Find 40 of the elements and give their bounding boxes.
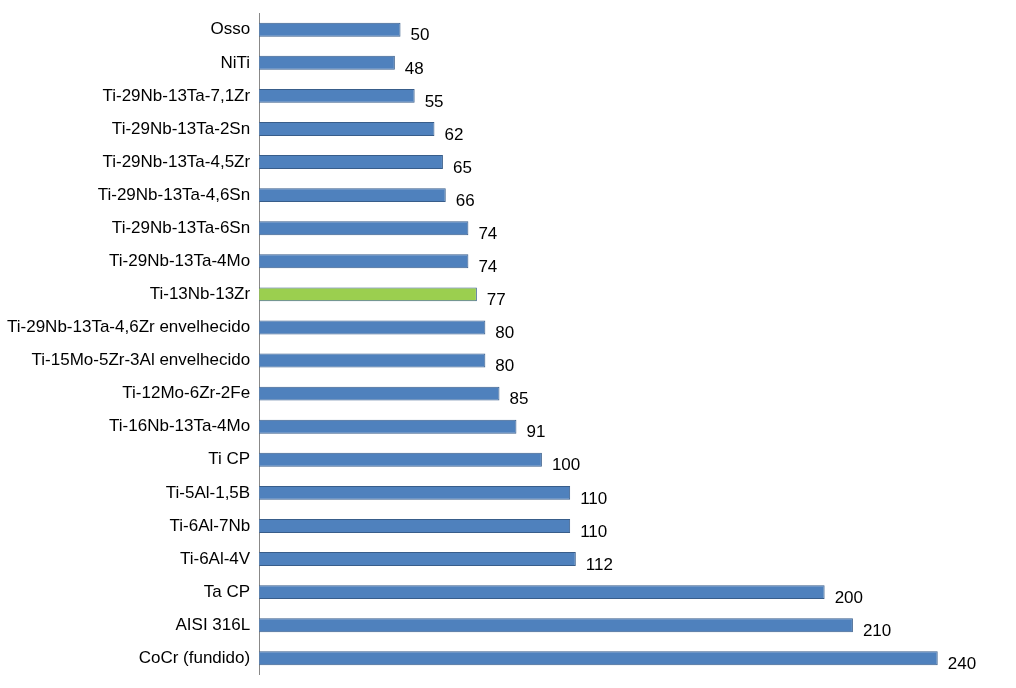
y-tick-label: Ti CP xyxy=(208,449,251,469)
data-label: 55 xyxy=(424,91,444,111)
data-label: 50 xyxy=(410,25,430,45)
data-label: 80 xyxy=(495,323,515,343)
data-label: 66 xyxy=(455,190,475,210)
data-label: 210 xyxy=(862,620,892,640)
data-label: 74 xyxy=(478,256,498,276)
y-tick-label: Ti-29Nb-13Ta-7,1Zr xyxy=(102,85,251,105)
data-label: 74 xyxy=(478,223,498,243)
y-tick-label: Ti-5Al-1,5B xyxy=(165,482,251,502)
y-tick-label: AISI 316L xyxy=(175,614,251,634)
data-label: 100 xyxy=(551,455,581,475)
y-tick-label: Ti-6Al-4V xyxy=(179,548,251,568)
data-label: 110 xyxy=(580,488,608,508)
data-label: 62 xyxy=(444,124,464,144)
y-tick-label: Ti-13Nb-13Zr xyxy=(149,284,251,304)
data-label: 65 xyxy=(452,157,472,177)
y-tick-label: NiTi xyxy=(220,52,251,72)
data-label: 80 xyxy=(495,356,515,376)
data-label: 112 xyxy=(585,554,613,574)
y-tick-label: Ti-6Al-7Nb xyxy=(169,515,251,535)
data-label: 91 xyxy=(526,422,546,442)
data-label: 110 xyxy=(580,521,608,541)
data-label: 200 xyxy=(834,587,864,607)
data-label: 240 xyxy=(947,653,977,673)
y-tick-label: Osso xyxy=(210,19,251,39)
y-tick-label: Ti-29Nb-13Ta-4,6Sn xyxy=(97,184,251,204)
y-tick-label: Ti-12Mo-6Zr-2Fe xyxy=(122,383,251,403)
data-label: 85 xyxy=(509,389,529,409)
y-tick-label: Ti-29Nb-13Ta-4Mo xyxy=(109,250,251,270)
data-label: 48 xyxy=(404,58,424,78)
y-tick-label: Ti-29Nb-13Ta-6Sn xyxy=(111,217,251,237)
y-tick-label: Ti-16Nb-13Ta-4Mo xyxy=(109,416,251,436)
y-tick-label: Ta CP xyxy=(203,581,251,601)
y-tick-label: Ti-29Nb-13Ta-4,6Zr envelhecido xyxy=(7,317,251,337)
data-label: 77 xyxy=(486,290,506,310)
y-tick-label: Ti-15Mo-5Zr-3Al envelhecido xyxy=(31,350,251,370)
y-tick-label: Ti-29Nb-13Ta-4,5Zr xyxy=(102,151,251,171)
y-tick-label: CoCr (fundido) xyxy=(138,647,251,667)
y-tick-label: Ti-29Nb-13Ta-2Sn xyxy=(111,118,251,138)
